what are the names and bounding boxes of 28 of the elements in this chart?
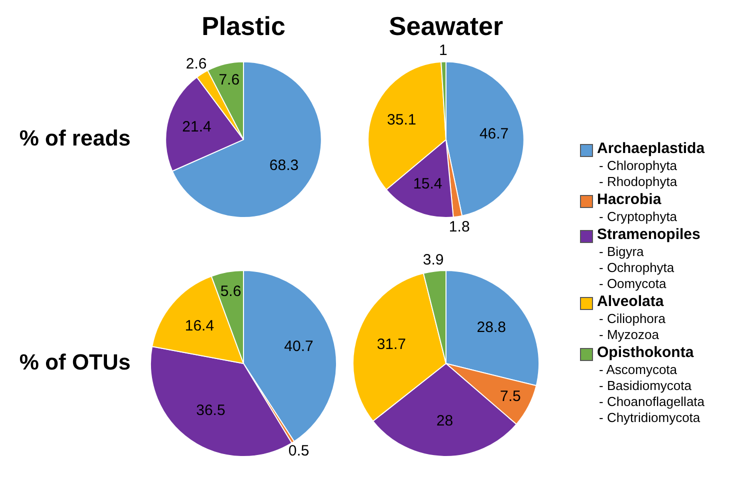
data-label: 1: [439, 42, 448, 59]
data-label: 28: [436, 412, 454, 430]
data-label: 7.5: [500, 388, 521, 405]
data-label: 0.5: [288, 442, 310, 460]
data-label: 7.6: [218, 72, 240, 89]
data-label: 46.7: [479, 126, 509, 143]
data-label: 3.9: [422, 251, 444, 268]
data-label: 40.7: [284, 338, 314, 356]
data-label: 31.7: [376, 336, 406, 354]
legend-label: Opisthokonta - Ascomycota - Basidiomycota - Choanoflagellata - Chytridiomycota: [597, 344, 705, 426]
data-label: 21.4: [182, 118, 212, 136]
data-label: 15.4: [413, 175, 442, 192]
text: % of reads: [19, 126, 131, 151]
data-label: 5.6: [220, 283, 242, 300]
data-label: 28.8: [476, 319, 506, 336]
data-label: 2.6: [186, 55, 207, 72]
legend-label: Stramenopiles - Bigyra - Ochrophyta - Oomycota: [597, 226, 700, 292]
chart-title: Plastic: [202, 10, 286, 41]
text: % of OTUs: [19, 350, 131, 375]
data-label: 35.1: [387, 112, 416, 129]
data-label: 68.3: [269, 157, 299, 174]
legend-label: Hacrobia - Cryptophyta: [597, 191, 678, 225]
chart-title: Seawater: [388, 10, 504, 41]
data-label: 16.4: [184, 317, 214, 334]
data-label: 36.5: [196, 402, 226, 420]
legend-label: Archaeplastida - Chlorophyta - Rhodophyta: [597, 140, 705, 190]
data-label: 1.8: [448, 218, 470, 236]
legend-label: Alveolata - Ciliophora - Myzozoa: [597, 293, 666, 343]
